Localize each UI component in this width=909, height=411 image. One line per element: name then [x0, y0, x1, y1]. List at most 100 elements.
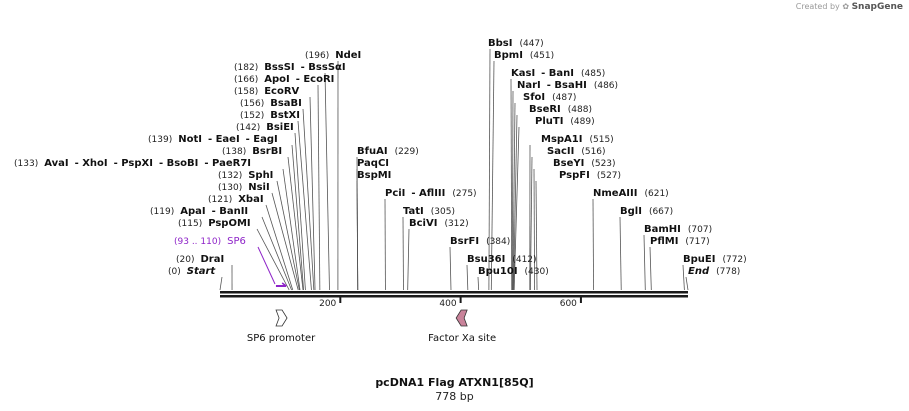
site-label[interactable]: BsrFI (384) [450, 236, 510, 247]
cut-position: (778) [716, 267, 740, 277]
site-label[interactable]: PaqCI [357, 158, 389, 169]
site-label[interactable]: PspFI (527) [559, 170, 621, 181]
site-leader-line [512, 102, 516, 291]
site-label[interactable]: (132) SphI [218, 170, 273, 181]
map-title-block: pcDNA1 Flag ATXN1[85Q] 778 bp [0, 376, 909, 403]
site-label[interactable]: (196) NdeI [305, 50, 361, 61]
site-label[interactable]: (20) DraI [176, 254, 224, 265]
bottom-strand [220, 295, 688, 298]
site-label[interactable]: (130) NsiI [218, 182, 270, 193]
created-by-text: Created by [795, 2, 840, 11]
site-label[interactable]: TatI (305) [403, 206, 455, 217]
cut-position: (156) [240, 99, 264, 109]
site-label[interactable]: BciVI (312) [409, 218, 469, 229]
site-label[interactable]: (115) PspOMI [178, 218, 251, 229]
site-leader-line [682, 264, 685, 291]
sp6-promoter-feature[interactable]: SP6 promoter [247, 309, 316, 344]
site-label[interactable]: PluTI (489) [535, 116, 595, 127]
cut-position: (485) [581, 69, 605, 79]
site-label[interactable]: BglI (667) [620, 206, 673, 217]
cut-position: (275) [452, 189, 476, 199]
site-leader-line [592, 198, 594, 291]
cut-position: (515) [589, 135, 613, 145]
site-label[interactable]: BspMI [357, 170, 391, 181]
site-leader-line [407, 228, 410, 291]
cut-position: (133) [14, 159, 38, 169]
cut-position: (486) [594, 81, 618, 91]
feature-label: SP6 promoter [247, 333, 316, 344]
site-label[interactable]: BseRI (488) [529, 104, 592, 115]
enzyme-name: BfuAI [357, 146, 388, 157]
site-leader-line [619, 216, 622, 291]
site-label[interactable]: BamHI (707) [644, 224, 712, 235]
site-label[interactable]: (156) BsaBI [240, 98, 302, 109]
enzyme-name: BamHI [644, 224, 681, 235]
bp-ruler: 200 400 600 [319, 297, 582, 309]
site-label[interactable]: (152) BstXI [240, 110, 300, 121]
right-arrow-icon [275, 309, 288, 327]
enzyme-name: - AflIII [411, 188, 445, 199]
site-label[interactable]: MspA1I (515) [541, 134, 614, 145]
site-leader-line [276, 180, 300, 291]
site-label[interactable]: NmeAIII (621) [593, 188, 669, 199]
site-label[interactable]: BpuEI (772) [683, 254, 747, 265]
cut-position: (717) [685, 237, 709, 247]
site-label[interactable]: BpmI (451) [494, 50, 554, 61]
site-leader-line [490, 60, 495, 291]
site-label[interactable]: (138) BsrBI [222, 146, 282, 157]
enzyme-name: BsrFI [450, 236, 479, 247]
enzyme-name: BspMI [357, 170, 391, 181]
snapgene-branding: Created by ✿ SnapGene [796, 2, 903, 12]
site-label[interactable]: (158) EcoRV [234, 86, 300, 97]
site-label[interactable]: SacII (516) [547, 146, 606, 157]
site-label[interactable]: (0) Start [168, 266, 216, 277]
cut-position: (142) [236, 123, 260, 133]
site-label[interactable]: BfuAI (229) [357, 146, 419, 157]
site-label[interactable]: NarI - BsaHI (486) [517, 80, 618, 91]
site-label[interactable]: BbsI (447) [488, 38, 544, 49]
cut-position: (132) [218, 171, 242, 181]
cut-position: (182) [234, 63, 258, 73]
enzyme-name: NmeAIII [593, 188, 637, 199]
enzyme-name: PluTI [535, 116, 563, 127]
site-leader-line [356, 180, 359, 291]
cut-position: (152) [240, 111, 264, 121]
site-label[interactable]: (139) NotI - EaeI - EagI [148, 134, 278, 145]
site-label[interactable]: End (778) [688, 266, 740, 277]
enzyme-name: NotI [178, 134, 202, 145]
enzyme-name: TatI [403, 206, 424, 217]
factor-xa-feature[interactable]: Factor Xa site [428, 309, 496, 344]
site-label[interactable]: PciI - AflIII (275) [385, 188, 477, 199]
enzyme-name: BseYI [553, 158, 584, 169]
sp6-primer-label[interactable]: (93 .. 110) SP6 [174, 236, 246, 247]
site-leader-line [649, 246, 652, 291]
site-label[interactable]: SfoI (487) [523, 92, 576, 103]
enzyme-name: NarI [517, 80, 541, 91]
site-label[interactable]: (142) BsiEI [236, 122, 294, 133]
plasmid-length: 778 bp [435, 390, 474, 403]
site-label[interactable]: Bpu10I (430) [478, 266, 549, 277]
site-label[interactable]: KasI - BanI (485) [511, 68, 605, 79]
cut-position: (158) [234, 87, 258, 97]
site-label[interactable]: Bsu36I (412) [467, 254, 537, 265]
enzyme-name: PspFI [559, 170, 590, 181]
enzyme-name: - EcoRI [296, 74, 335, 85]
cut-position: (523) [591, 159, 615, 169]
site-label[interactable]: (182) BssSI - BssSαI [234, 62, 346, 73]
site-leader-line [294, 132, 306, 291]
cut-position: (138) [222, 147, 246, 157]
feature-label: Factor Xa site [428, 333, 496, 344]
enzyme-name: - BssSαI [301, 62, 346, 73]
site-label[interactable]: BseYI (523) [553, 158, 616, 169]
cut-position: (487) [552, 93, 576, 103]
ruler-tick [459, 297, 462, 303]
plasmid-map: (196) NdeI (182) BssSI - BssSαI (166) ApoI - Ec… [14, 38, 747, 344]
site-label[interactable]: (119) ApaI - BanII [150, 206, 248, 217]
enzyme-name: - PaeR7I [204, 158, 251, 169]
site-label[interactable]: (121) XbaI [208, 194, 264, 205]
site-label[interactable]: PflMI (717) [650, 236, 710, 247]
site-label[interactable]: (166) ApoI - EcoRI [234, 74, 334, 85]
site-label[interactable]: (133) AvaI - XhoI - PspXI - BsoBI - PaeR7I [14, 158, 251, 169]
cut-position: (121) [208, 195, 232, 205]
enzyme-name: SfoI [523, 92, 545, 103]
